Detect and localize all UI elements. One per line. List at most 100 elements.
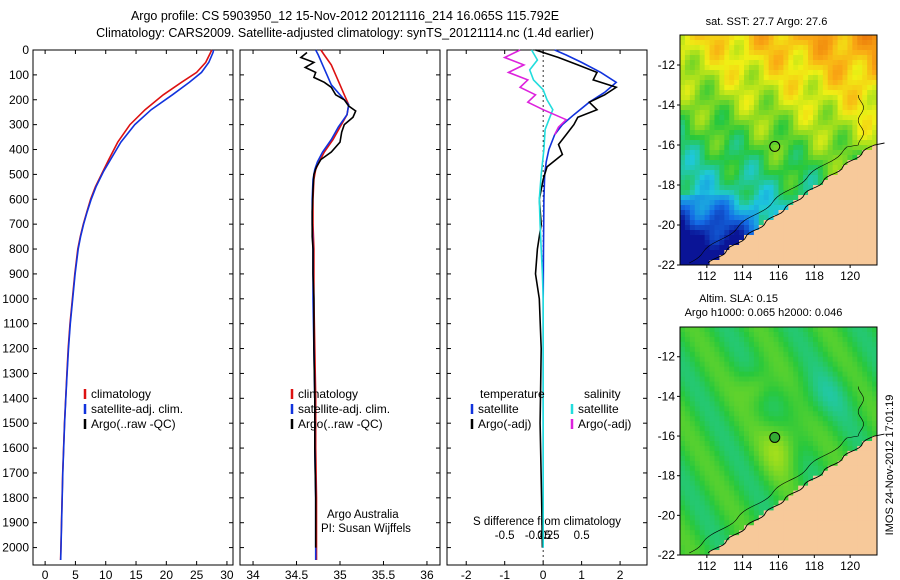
map-cell bbox=[857, 255, 863, 261]
map-cell bbox=[684, 510, 691, 516]
map-cell bbox=[798, 505, 804, 511]
map-cell bbox=[753, 550, 760, 556]
map-cell bbox=[724, 341, 730, 348]
series-line-argo-raw-qc- bbox=[299, 51, 357, 548]
map-cell bbox=[748, 386, 755, 392]
map-cell bbox=[763, 155, 770, 161]
map-cell bbox=[803, 195, 809, 201]
map-cell bbox=[803, 515, 809, 521]
map-cell bbox=[768, 250, 774, 256]
map-cell bbox=[842, 406, 848, 412]
map-cell bbox=[808, 485, 814, 491]
map-cell bbox=[832, 225, 838, 231]
map-cell bbox=[847, 150, 853, 156]
map-cell bbox=[827, 65, 834, 71]
map-cell bbox=[768, 180, 774, 186]
map-cell bbox=[862, 510, 868, 516]
map-cell bbox=[862, 105, 868, 111]
map-cell bbox=[763, 460, 770, 467]
map-cell bbox=[709, 515, 715, 521]
map-cell bbox=[714, 441, 720, 447]
map-cell bbox=[758, 260, 765, 266]
map-cell bbox=[872, 65, 878, 71]
map-cell bbox=[832, 95, 838, 101]
legend-entry: satellite-adj. clim. bbox=[91, 402, 183, 416]
map-cell bbox=[872, 60, 878, 66]
map-cell bbox=[788, 460, 794, 467]
map-cell bbox=[783, 45, 789, 51]
map-cell bbox=[739, 525, 745, 531]
map-cell bbox=[680, 445, 686, 452]
map-cell bbox=[773, 250, 779, 256]
map-cell bbox=[739, 80, 745, 86]
map-cell bbox=[822, 160, 829, 166]
map-cell bbox=[748, 465, 755, 472]
map-cell bbox=[748, 250, 755, 256]
map-cell bbox=[867, 381, 873, 387]
map-cell bbox=[857, 336, 863, 343]
map-cell bbox=[714, 366, 720, 373]
map-cell bbox=[847, 327, 853, 333]
map-cell bbox=[852, 396, 858, 402]
map-cell bbox=[753, 115, 760, 121]
map-cell bbox=[734, 411, 740, 417]
map-cell bbox=[798, 185, 804, 191]
map-cell bbox=[724, 260, 730, 266]
map-cell bbox=[812, 135, 819, 141]
map-cell bbox=[842, 165, 848, 171]
map-cell bbox=[689, 485, 696, 491]
map-cell bbox=[753, 351, 760, 358]
map-cell bbox=[734, 255, 740, 261]
map-cell bbox=[783, 460, 789, 467]
map-cell bbox=[753, 460, 760, 467]
map-cell bbox=[817, 465, 824, 472]
map-cell bbox=[837, 255, 843, 261]
map-cell bbox=[744, 55, 750, 61]
map-cell bbox=[719, 100, 725, 106]
map-cell bbox=[842, 230, 848, 236]
map-cell bbox=[832, 480, 838, 487]
map-cell bbox=[729, 341, 735, 348]
map-cell bbox=[837, 381, 843, 387]
map-cell bbox=[798, 215, 804, 221]
map-cell bbox=[694, 515, 701, 521]
map-cell bbox=[734, 366, 740, 373]
map-cell bbox=[857, 135, 863, 141]
map-cell bbox=[758, 391, 765, 397]
map-cell bbox=[812, 210, 819, 216]
map-cell bbox=[867, 411, 873, 417]
map-cell bbox=[748, 220, 755, 226]
map-cell bbox=[812, 450, 819, 457]
map-cell bbox=[842, 225, 848, 231]
map-cell bbox=[788, 200, 794, 206]
map-cell bbox=[763, 60, 770, 66]
map-cell bbox=[753, 100, 760, 106]
map-cell bbox=[857, 35, 863, 41]
map-cell bbox=[714, 125, 720, 131]
map-cell bbox=[748, 371, 755, 377]
map-cell bbox=[773, 460, 779, 467]
map-cell bbox=[763, 125, 770, 131]
map-cell bbox=[778, 245, 784, 251]
map-cell bbox=[872, 381, 878, 387]
map-cell bbox=[862, 480, 868, 487]
map-cell bbox=[724, 40, 730, 46]
map-cell bbox=[739, 230, 745, 236]
map-cell bbox=[812, 255, 819, 261]
map-cell bbox=[788, 520, 794, 526]
map-cell bbox=[734, 351, 740, 358]
map-cell bbox=[719, 535, 725, 541]
map-cell bbox=[699, 245, 706, 251]
map-cell bbox=[714, 200, 720, 206]
map-cell bbox=[768, 230, 774, 236]
map-cell bbox=[778, 95, 784, 101]
map-cell bbox=[842, 470, 848, 477]
map-cell bbox=[822, 520, 829, 526]
map-cell bbox=[768, 510, 774, 516]
map-cell bbox=[724, 205, 730, 211]
map-cell bbox=[714, 376, 720, 382]
map-cell bbox=[837, 85, 843, 91]
map-cell bbox=[778, 426, 784, 432]
map-cell bbox=[719, 225, 725, 231]
map-cell bbox=[714, 40, 720, 46]
